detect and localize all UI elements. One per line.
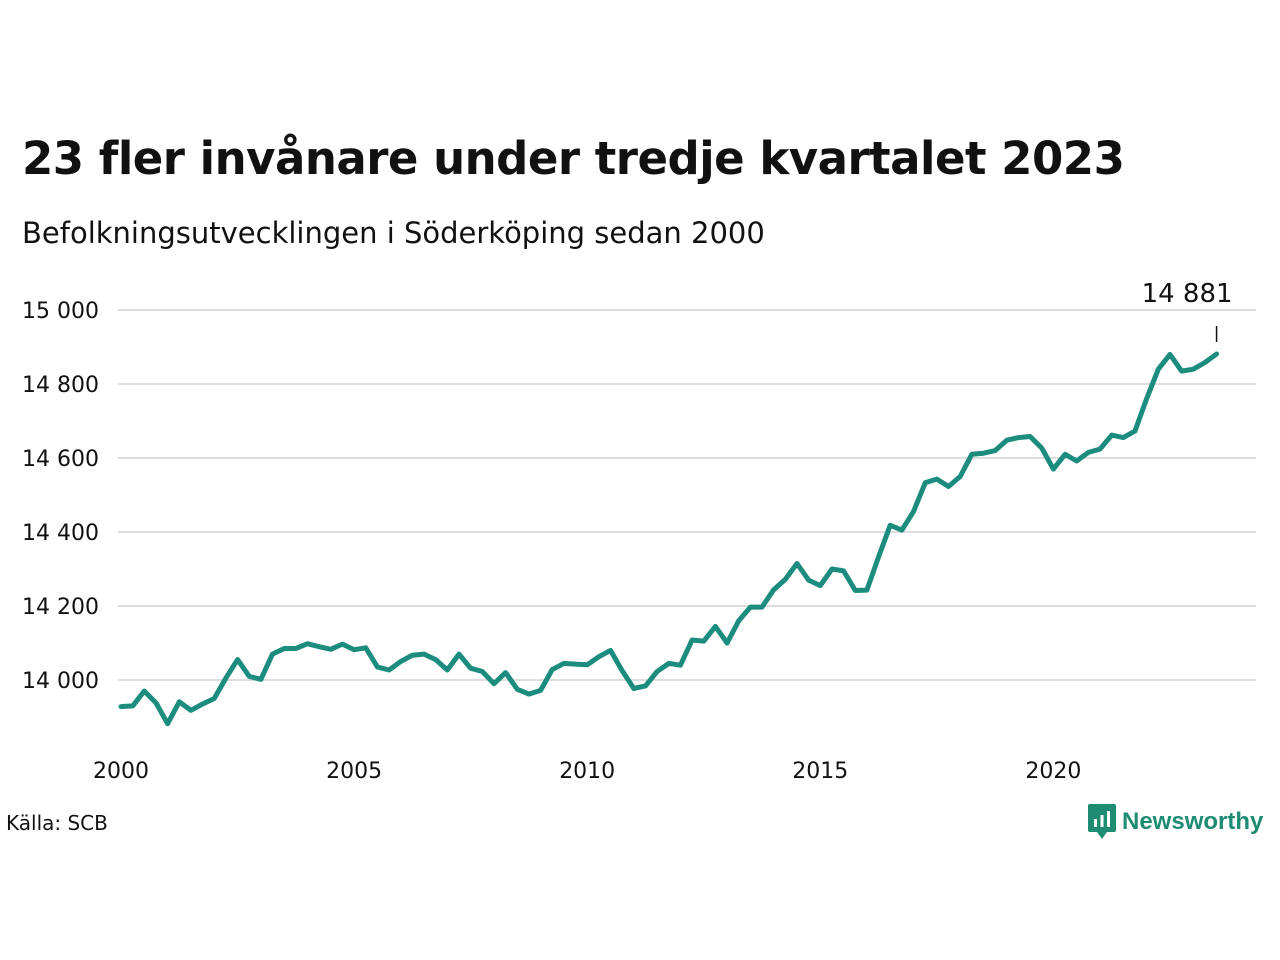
y-tick-label: 15 000: [22, 299, 99, 324]
y-axis-ticks: 14 000 14 200 14 400 14 600 14 800 15 000: [22, 299, 99, 694]
brand-logo: Newsworthy: [1088, 804, 1263, 840]
chart-title: 23 fler invånare under tredje kvartalet …: [22, 132, 1125, 185]
y-tick-label: 14 000: [22, 669, 99, 694]
brand-name: Newsworthy: [1122, 808, 1264, 835]
source-note: Källa: SCB: [6, 811, 108, 835]
x-tick-label: 2005: [326, 759, 382, 784]
newsworthy-logo-icon: [1088, 804, 1116, 839]
last-value-annotation: 14 881: [1142, 279, 1233, 342]
series-line: [118, 351, 1220, 727]
series-group: [118, 351, 1220, 727]
y-tick-label: 14 800: [22, 373, 99, 398]
x-tick-label: 2015: [792, 759, 848, 784]
x-tick-label: 2010: [559, 759, 615, 784]
x-axis-ticks: 2000 2005 2010 2015 2020: [93, 759, 1081, 784]
x-tick-label: 2000: [93, 759, 149, 784]
grid-lines: [118, 309, 1256, 681]
x-tick-label: 2020: [1025, 759, 1081, 784]
line-chart: 14 000 14 200 14 400 14 600 14 800 15 000 200…: [22, 279, 1256, 784]
y-tick-label: 14 200: [22, 595, 99, 620]
annotation-label: 14 881: [1142, 279, 1233, 309]
chart-subtitle: Befolkningsutvecklingen i Söderköping se…: [22, 216, 765, 250]
y-tick-label: 14 600: [22, 447, 99, 472]
y-tick-label: 14 400: [22, 521, 99, 546]
